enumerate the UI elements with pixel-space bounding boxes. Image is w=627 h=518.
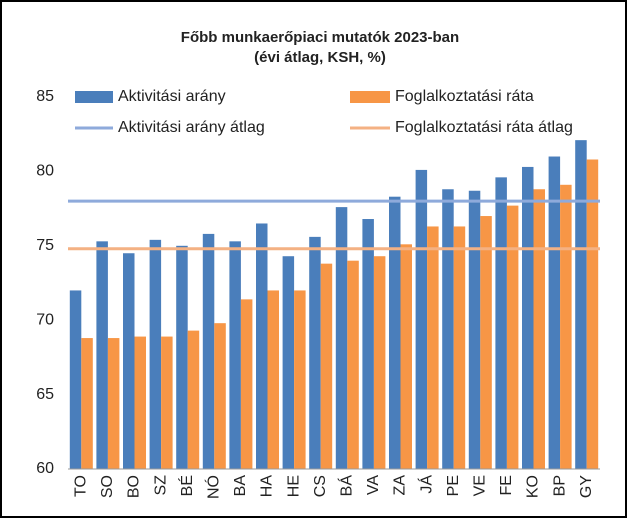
y-tick-label: 80 — [36, 163, 54, 180]
bar — [256, 223, 268, 469]
bar — [495, 177, 507, 470]
bar — [123, 253, 135, 469]
x-tick-label: KO — [525, 475, 542, 498]
x-tick-label: PE — [445, 475, 462, 496]
bar — [229, 241, 241, 469]
x-tick-label: FE — [498, 475, 515, 495]
bar — [442, 189, 454, 470]
x-tick-label: VE — [472, 475, 489, 496]
bar — [214, 323, 226, 469]
bar — [294, 290, 306, 469]
x-tick-label: BA — [232, 475, 249, 497]
legend-label: Aktivitási arány — [118, 88, 226, 105]
bar — [202, 233, 215, 469]
bar — [453, 226, 466, 469]
y-tick-label: 60 — [36, 460, 54, 477]
bar — [149, 239, 162, 469]
legend-label: Foglalkoztatási ráta átlag — [395, 119, 573, 136]
x-tick-label: BÉ — [177, 475, 196, 496]
bar — [533, 189, 545, 470]
legend-label: Foglalkoztatási ráta — [395, 88, 534, 105]
bar — [548, 156, 561, 469]
bar — [415, 169, 428, 470]
bar — [362, 219, 374, 469]
bar — [586, 159, 599, 469]
y-tick-label: 75 — [36, 237, 54, 254]
y-tick-label: 85 — [36, 88, 54, 105]
bar — [267, 290, 279, 469]
bar — [427, 226, 439, 469]
bar — [240, 299, 253, 469]
chart-title: Főbb munkaerőpiaci mutatók 2023-ban — [181, 29, 459, 46]
bar — [506, 205, 519, 469]
bar — [389, 196, 401, 470]
bar — [282, 256, 295, 469]
legend-swatch — [350, 91, 390, 103]
x-tick-label: SZ — [152, 475, 169, 496]
y-tick-label: 65 — [36, 386, 54, 403]
bar — [522, 166, 534, 469]
x-tick-label: BP — [551, 475, 568, 496]
y-tick-label: 70 — [36, 311, 54, 328]
x-tick-label: TO — [73, 475, 90, 497]
x-tick-label: VA — [365, 475, 382, 495]
bar — [107, 338, 120, 469]
bar — [69, 290, 82, 469]
bar — [400, 244, 412, 469]
bar — [134, 336, 146, 469]
x-tick-label: HA — [259, 475, 276, 498]
bar — [187, 330, 200, 469]
x-tick-label: ZA — [392, 475, 409, 496]
bar — [373, 256, 386, 469]
bar — [347, 260, 359, 469]
x-tick-label: NÓ — [204, 475, 223, 499]
bar — [480, 216, 492, 469]
legend-swatch — [75, 91, 113, 103]
x-tick-label: BÁ — [337, 475, 356, 497]
chart-subtitle: (évi átlag, KSH, %) — [254, 49, 386, 66]
x-tick-label: CS — [312, 475, 329, 497]
x-tick-label: HE — [285, 475, 302, 497]
legend-label: Aktivitási arány átlag — [118, 119, 265, 136]
x-tick-label: JÁ — [416, 475, 435, 494]
bar — [176, 245, 188, 469]
bar — [560, 184, 572, 470]
bar — [161, 336, 173, 469]
x-tick-label: SO — [99, 475, 116, 498]
bar — [81, 338, 93, 469]
bar — [309, 236, 321, 469]
bar — [96, 241, 108, 469]
x-tick-label: GY — [578, 475, 595, 498]
x-tick-label: BO — [126, 475, 143, 498]
bar — [320, 263, 333, 469]
bar — [335, 207, 348, 469]
bar — [575, 140, 587, 470]
bar — [468, 190, 481, 469]
